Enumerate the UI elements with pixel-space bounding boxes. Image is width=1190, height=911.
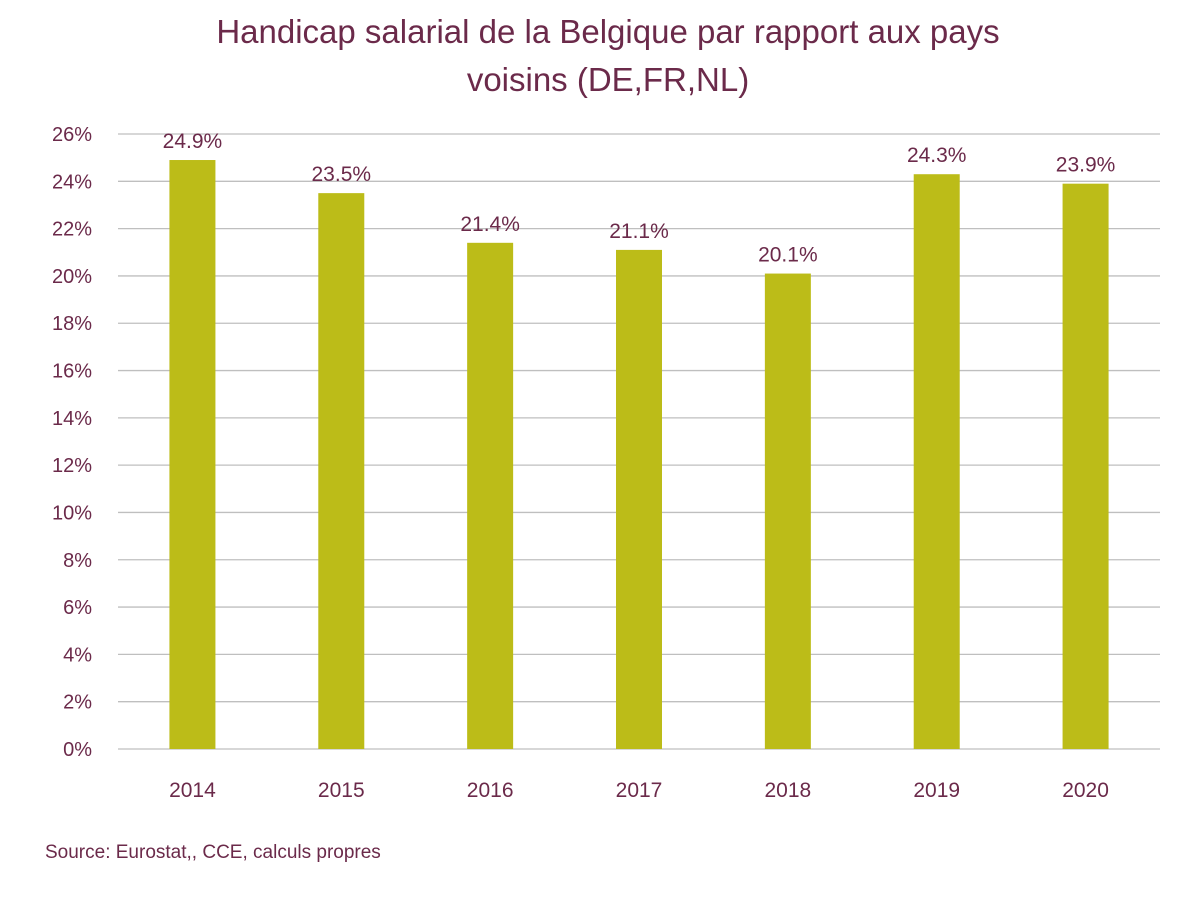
y-tick-label: 16% (52, 361, 92, 383)
bar-2014 (169, 160, 216, 749)
x-tick-label: 2019 (913, 779, 960, 802)
bar-2017 (616, 249, 662, 749)
x-tick-label: 2018 (764, 779, 811, 802)
data-label: 24.3% (907, 144, 967, 167)
x-tick-label: 2020 (1062, 779, 1109, 802)
y-tick-label: 12% (52, 455, 92, 477)
x-tick-label: 2017 (616, 779, 663, 802)
bar-2016 (467, 242, 514, 750)
bar-2020 (1062, 183, 1109, 749)
y-tick-label: 20% (52, 266, 92, 288)
y-tick-label: 18% (52, 313, 92, 335)
x-tick-label: 2016 (467, 779, 514, 802)
data-label: 23.9% (1056, 154, 1116, 177)
bar-2019 (913, 174, 960, 749)
y-tick-label: 0% (63, 739, 92, 761)
y-tick-label: 4% (63, 644, 92, 666)
y-tick-label: 14% (52, 408, 92, 430)
y-tick-label: 2% (63, 692, 92, 714)
chart-title-line1: Handicap salarial de la Belgique par rap… (216, 13, 1000, 50)
y-tick-label: 10% (52, 502, 92, 524)
y-tick-label: 22% (52, 219, 92, 241)
x-tick-label: 2014 (169, 779, 216, 802)
x-tick-label: 2015 (318, 779, 365, 802)
source-note: Source: Eurostat,, CCE, calculs propres (45, 842, 381, 863)
chart-title: Handicap salarial de la Belgique par rap… (0, 8, 1190, 104)
data-label: 24.9% (163, 130, 223, 153)
bar-2018 (764, 273, 811, 749)
chart-title-line2: voisins (DE,FR,NL) (466, 61, 750, 98)
y-tick-label: 24% (52, 171, 92, 193)
data-label: 23.5% (312, 163, 372, 186)
y-tick-label: 6% (63, 597, 92, 619)
y-tick-label: 8% (63, 550, 92, 572)
data-label: 21.4% (460, 213, 520, 236)
y-tick-label: 26% (52, 124, 92, 146)
bar-2015 (318, 193, 365, 749)
data-label: 20.1% (758, 244, 818, 267)
data-label: 21.1% (609, 220, 669, 243)
